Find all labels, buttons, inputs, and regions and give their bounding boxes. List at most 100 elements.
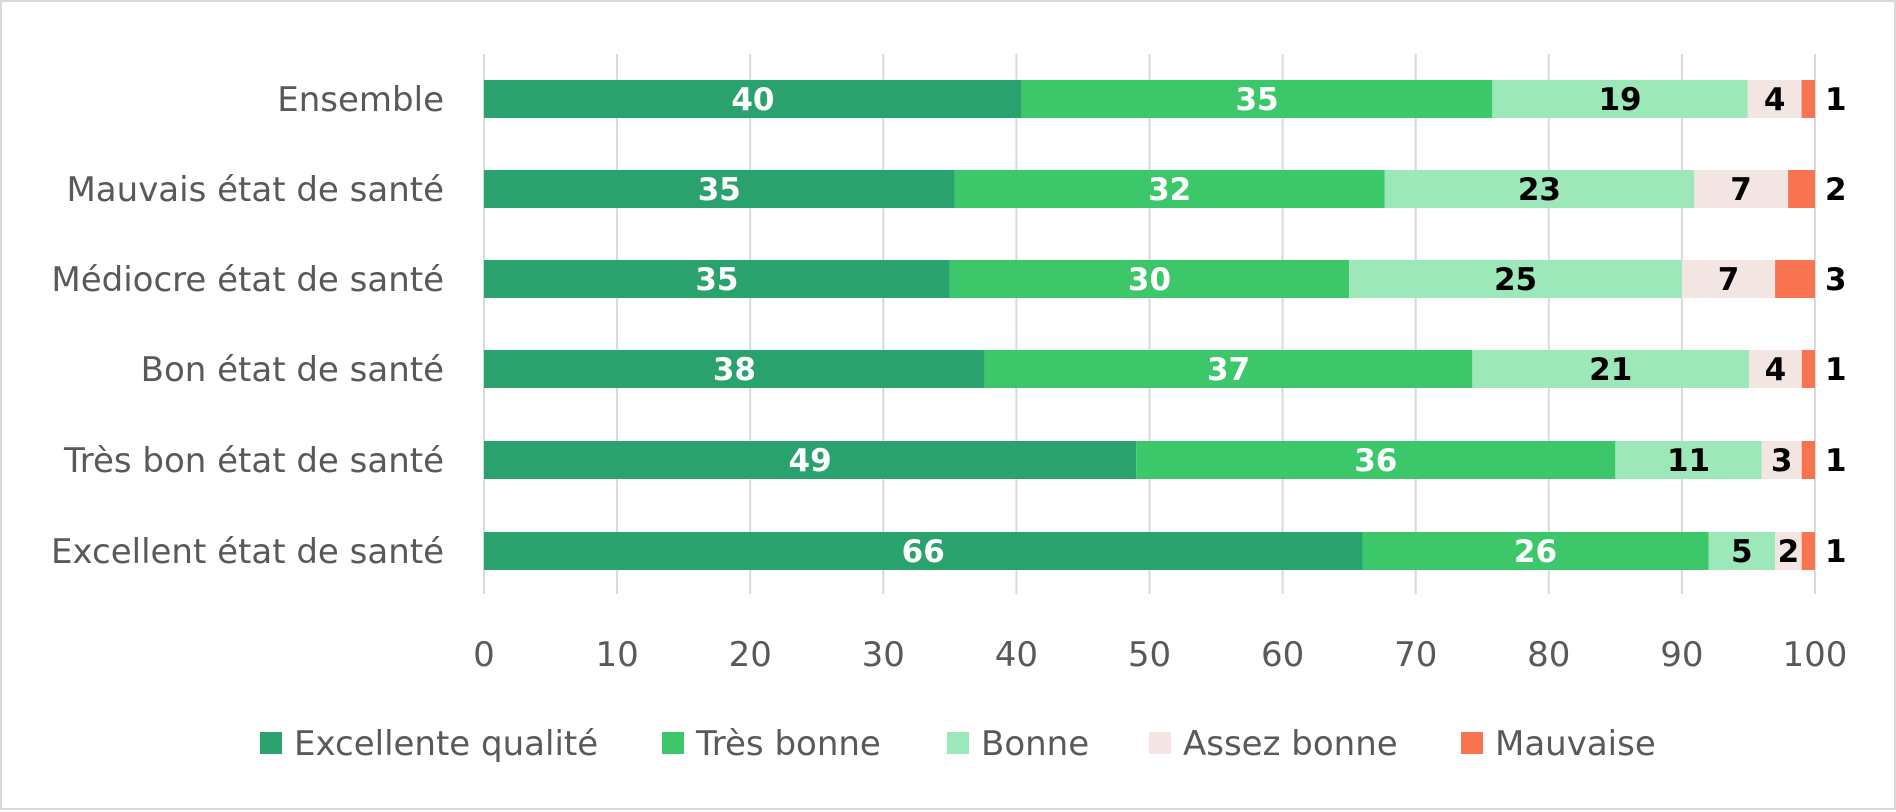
bar-segment (1775, 532, 1802, 570)
bar-segment (1775, 260, 1815, 298)
bar-segment (484, 532, 1363, 570)
legend-item: Bonne (947, 724, 1089, 764)
data-label: 11 (1667, 443, 1710, 479)
bar-segment (484, 441, 1137, 479)
bar-segment (1681, 260, 1776, 298)
bar-segment (1021, 80, 1493, 118)
category-label: Ensemble (277, 80, 444, 120)
data-label: 26 (1514, 534, 1557, 570)
bars (484, 80, 1815, 570)
category-label: Bon état de santé (141, 350, 444, 390)
data-label: 19 (1598, 82, 1641, 118)
category-label: Mauvais état de santé (66, 170, 444, 210)
data-label: 30 (1128, 262, 1171, 298)
data-label: 21 (1589, 352, 1632, 388)
bar-segment (1708, 532, 1776, 570)
legend-swatch (947, 732, 969, 754)
data-label: 2 (1825, 172, 1847, 208)
legend-swatch (1149, 732, 1171, 754)
x-tick-label: 40 (995, 635, 1038, 675)
data-label: 2 (1778, 534, 1800, 570)
x-tick-label: 60 (1261, 635, 1304, 675)
bar-segment (1801, 80, 1815, 118)
data-label: 35 (695, 262, 738, 298)
data-label: 4 (1765, 352, 1787, 388)
x-tick-label: 100 (1783, 635, 1848, 675)
data-label: 38 (713, 352, 756, 388)
data-label: 1 (1825, 534, 1847, 570)
bar-segment (1747, 80, 1802, 118)
x-axis-ticks: 0 10 20 30 40 50 60 70 80 90 100 (473, 635, 1847, 675)
legend-label: Très bonne (695, 724, 881, 764)
bar-segment (1384, 170, 1694, 208)
legend-swatch (1461, 732, 1483, 754)
data-label: 1 (1825, 352, 1847, 388)
bar-segment (1492, 80, 1748, 118)
category-labels: Ensemble Mauvais état de santé Médiocre ét… (51, 80, 444, 572)
data-label: 35 (698, 172, 741, 208)
x-tick-label: 10 (595, 635, 638, 675)
data-label: 23 (1518, 172, 1561, 208)
x-tick-label: 0 (473, 635, 495, 675)
bar-segment (1472, 350, 1750, 388)
bar-segment (1801, 441, 1815, 479)
data-label: 1 (1825, 82, 1847, 118)
data-label: 5 (1731, 534, 1753, 570)
bar-segment (1136, 441, 1616, 479)
data-labels: 40 35 19 4 135 32 23 7 235 30 25 7 338 37 21 4 149 36 11 3 1… (695, 82, 1846, 570)
x-tick-label: 80 (1527, 635, 1570, 675)
bar-segment (984, 350, 1473, 388)
bar-segment (1349, 260, 1682, 298)
bar-segment (484, 350, 985, 388)
bar-segment (1761, 441, 1802, 479)
data-label: 66 (902, 534, 945, 570)
legend-label: Assez bonne (1183, 724, 1398, 764)
data-label: 32 (1148, 172, 1191, 208)
legend-swatch (662, 732, 684, 754)
category-label: Médiocre état de santé (51, 260, 444, 300)
bar-segment (1801, 350, 1815, 388)
data-label: 7 (1718, 262, 1740, 298)
legend-label: Bonne (981, 724, 1089, 764)
bar-segment (1788, 170, 1815, 208)
x-tick-label: 20 (729, 635, 772, 675)
data-label: 40 (731, 82, 774, 118)
data-label: 25 (1494, 262, 1537, 298)
bar-segment (1615, 441, 1762, 479)
gridlines (483, 54, 1816, 594)
bar-segment (954, 170, 1385, 208)
data-label: 49 (789, 443, 832, 479)
bar-segment (1801, 532, 1815, 570)
data-label: 4 (1764, 82, 1786, 118)
legend-label: Mauvaise (1495, 724, 1656, 764)
data-label: 1 (1825, 443, 1847, 479)
bar-segment (484, 260, 950, 298)
data-label: 3 (1825, 262, 1847, 298)
bar-segment (484, 170, 955, 208)
legend-item: Très bonne (662, 724, 881, 764)
legend: Excellente qualité Très bonne Bonne Assez b… (260, 724, 1656, 764)
legend-swatch (260, 732, 282, 754)
legend-item: Excellente qualité (260, 724, 598, 764)
x-tick-label: 90 (1660, 635, 1703, 675)
bar-segment (1694, 170, 1789, 208)
data-label: 7 (1730, 172, 1752, 208)
legend-item: Mauvaise (1461, 724, 1656, 764)
category-label: Excellent état de santé (51, 532, 444, 572)
legend-label: Excellente qualité (294, 724, 598, 764)
bar-segment (1362, 532, 1709, 570)
bar-segment (1749, 350, 1802, 388)
data-label: 37 (1207, 352, 1250, 388)
legend-item: Assez bonne (1149, 724, 1398, 764)
x-tick-label: 50 (1128, 635, 1171, 675)
category-label: Très bon état de santé (63, 441, 444, 481)
x-tick-label: 30 (862, 635, 905, 675)
bar-segment (949, 260, 1350, 298)
data-label: 35 (1235, 82, 1278, 118)
bar-segment (484, 80, 1022, 118)
data-label: 36 (1354, 443, 1397, 479)
x-tick-label: 70 (1394, 635, 1437, 675)
data-label: 3 (1771, 443, 1793, 479)
